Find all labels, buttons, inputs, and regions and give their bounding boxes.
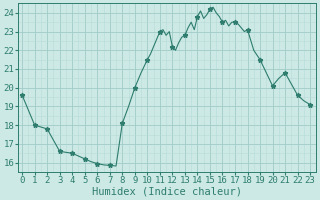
X-axis label: Humidex (Indice chaleur): Humidex (Indice chaleur) (92, 187, 242, 197)
